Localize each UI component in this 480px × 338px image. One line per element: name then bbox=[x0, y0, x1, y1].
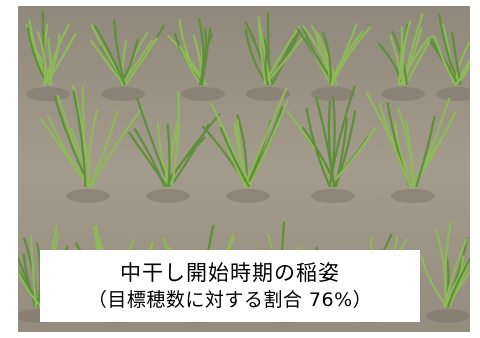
rice-leaf bbox=[179, 45, 202, 86]
rice-leaf bbox=[43, 23, 70, 86]
rice-leaf bbox=[70, 127, 89, 188]
caption-title: 中干し開始時期の稲姿 bbox=[120, 261, 340, 285]
rice-hill bbox=[378, 13, 434, 101]
rice-leaf bbox=[457, 62, 470, 86]
rice-leaf bbox=[18, 268, 42, 308]
rice-leaf bbox=[44, 33, 77, 86]
rice-leaf bbox=[124, 37, 158, 86]
rice-leaf bbox=[263, 38, 273, 86]
rice-hill bbox=[365, 91, 457, 203]
caption-box: 中干し開始時期の稲姿 （目標穂数に対する割合 76%） bbox=[40, 250, 420, 322]
rice-hill bbox=[420, 221, 470, 323]
rice-leaf bbox=[36, 30, 47, 86]
rice-leaf bbox=[170, 90, 180, 188]
rice-hill bbox=[202, 87, 289, 203]
rice-leaf bbox=[264, 32, 307, 86]
rice-leaf bbox=[444, 221, 452, 308]
rice-leaf bbox=[330, 23, 358, 86]
rice-leaf bbox=[90, 40, 125, 86]
rice-leaf bbox=[404, 35, 434, 86]
rice-leaf bbox=[233, 121, 251, 188]
rice-leaf bbox=[87, 109, 98, 188]
rice-hill bbox=[25, 10, 77, 101]
rice-leaf bbox=[164, 113, 221, 188]
rice-leaf bbox=[447, 256, 470, 308]
rice-leaf bbox=[415, 115, 436, 188]
rice-leaf bbox=[327, 100, 336, 188]
rice-leaf bbox=[257, 15, 267, 86]
rice-leaf bbox=[433, 35, 457, 86]
rice-leaf bbox=[401, 20, 412, 86]
rice-leaf bbox=[128, 131, 168, 188]
rice-hill bbox=[90, 19, 165, 101]
rice-hill bbox=[167, 17, 225, 101]
rice-leaf bbox=[72, 90, 87, 188]
rice-leaf bbox=[443, 257, 470, 308]
rice-leaf bbox=[365, 91, 411, 188]
rice-hill bbox=[286, 85, 377, 203]
rice-hill bbox=[244, 12, 307, 101]
rice-leaf bbox=[18, 267, 43, 308]
rice-leaf bbox=[302, 25, 335, 86]
rice-leaf bbox=[378, 42, 404, 86]
rice-hill bbox=[39, 85, 144, 203]
rice-leaf bbox=[164, 120, 179, 188]
rice-leaf bbox=[397, 26, 404, 86]
rice-leaf bbox=[321, 31, 332, 86]
rice-leaf bbox=[200, 27, 212, 86]
rice-leaf bbox=[455, 61, 470, 86]
rice-leaf bbox=[334, 117, 348, 188]
rice-leaf bbox=[88, 111, 118, 188]
rice-leaf bbox=[39, 117, 89, 188]
rice-leaf bbox=[243, 87, 288, 188]
rice-leaf bbox=[93, 25, 126, 86]
rice-leaf bbox=[402, 27, 423, 86]
rice-leaf bbox=[245, 106, 284, 188]
rice-leaf bbox=[219, 126, 250, 188]
rice-leaf bbox=[198, 27, 207, 86]
rice-leaf bbox=[334, 110, 357, 188]
rice-leaf bbox=[90, 106, 144, 188]
rice-hill bbox=[429, 13, 470, 101]
rice-leaf bbox=[420, 256, 448, 308]
rice-hill bbox=[296, 23, 371, 101]
caption-subtitle: （目標穂数に対する割合 76%） bbox=[87, 289, 373, 311]
rice-leaf bbox=[409, 127, 450, 188]
rice-leaf bbox=[248, 100, 289, 188]
rice-leaf bbox=[166, 123, 171, 188]
